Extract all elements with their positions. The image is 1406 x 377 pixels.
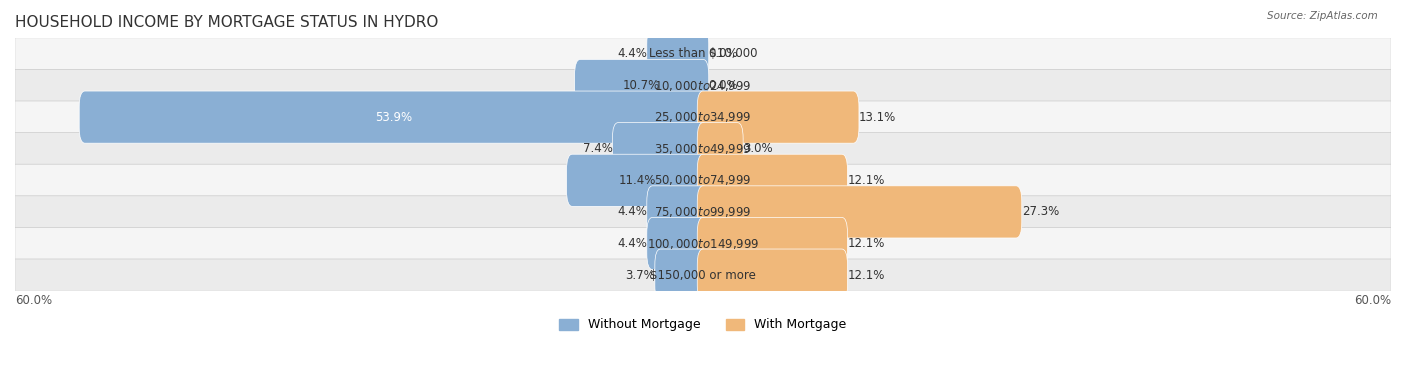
FancyBboxPatch shape	[613, 123, 709, 175]
Text: 12.1%: 12.1%	[848, 174, 884, 187]
FancyBboxPatch shape	[697, 218, 848, 270]
Text: 11.4%: 11.4%	[619, 174, 657, 187]
Text: 3.0%: 3.0%	[744, 142, 773, 155]
Legend: Without Mortgage, With Mortgage: Without Mortgage, With Mortgage	[554, 313, 852, 336]
Text: 10.7%: 10.7%	[623, 79, 661, 92]
Text: $150,000 or more: $150,000 or more	[650, 268, 756, 282]
Text: $100,000 to $149,999: $100,000 to $149,999	[647, 236, 759, 250]
Text: 27.3%: 27.3%	[1022, 205, 1059, 218]
Text: 0.0%: 0.0%	[709, 48, 738, 60]
Text: $75,000 to $99,999: $75,000 to $99,999	[654, 205, 752, 219]
FancyBboxPatch shape	[79, 91, 709, 143]
FancyBboxPatch shape	[15, 133, 1391, 165]
Text: $35,000 to $49,999: $35,000 to $49,999	[654, 142, 752, 156]
Text: 53.9%: 53.9%	[375, 110, 412, 124]
Text: 3.7%: 3.7%	[626, 268, 655, 282]
Text: 13.1%: 13.1%	[859, 110, 896, 124]
Text: $50,000 to $74,999: $50,000 to $74,999	[654, 173, 752, 187]
Text: 0.0%: 0.0%	[709, 79, 738, 92]
FancyBboxPatch shape	[697, 91, 859, 143]
FancyBboxPatch shape	[15, 38, 1391, 70]
FancyBboxPatch shape	[15, 259, 1391, 291]
FancyBboxPatch shape	[655, 249, 709, 301]
FancyBboxPatch shape	[647, 218, 709, 270]
Text: 4.4%: 4.4%	[617, 205, 647, 218]
FancyBboxPatch shape	[15, 164, 1391, 196]
Text: 60.0%: 60.0%	[1354, 294, 1391, 307]
FancyBboxPatch shape	[647, 28, 709, 80]
FancyBboxPatch shape	[697, 249, 848, 301]
Text: 4.4%: 4.4%	[617, 48, 647, 60]
FancyBboxPatch shape	[575, 60, 709, 112]
FancyBboxPatch shape	[15, 101, 1391, 133]
Text: Source: ZipAtlas.com: Source: ZipAtlas.com	[1267, 11, 1378, 21]
Text: 60.0%: 60.0%	[15, 294, 52, 307]
FancyBboxPatch shape	[15, 69, 1391, 102]
FancyBboxPatch shape	[697, 154, 848, 206]
FancyBboxPatch shape	[15, 196, 1391, 228]
Text: 4.4%: 4.4%	[617, 237, 647, 250]
Text: Less than $10,000: Less than $10,000	[648, 48, 758, 60]
FancyBboxPatch shape	[697, 123, 744, 175]
FancyBboxPatch shape	[567, 154, 709, 206]
Text: 12.1%: 12.1%	[848, 237, 884, 250]
Text: $10,000 to $24,999: $10,000 to $24,999	[654, 78, 752, 92]
FancyBboxPatch shape	[697, 186, 1022, 238]
Text: 12.1%: 12.1%	[848, 268, 884, 282]
Text: HOUSEHOLD INCOME BY MORTGAGE STATUS IN HYDRO: HOUSEHOLD INCOME BY MORTGAGE STATUS IN H…	[15, 15, 439, 30]
FancyBboxPatch shape	[647, 186, 709, 238]
FancyBboxPatch shape	[15, 227, 1391, 260]
Text: $25,000 to $34,999: $25,000 to $34,999	[654, 110, 752, 124]
Text: 7.4%: 7.4%	[582, 142, 613, 155]
